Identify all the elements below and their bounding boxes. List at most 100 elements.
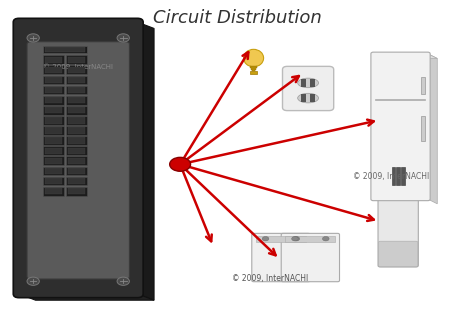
Bar xyxy=(420,116,425,141)
Bar xyxy=(68,97,85,103)
Bar xyxy=(43,136,64,145)
Bar xyxy=(66,167,87,175)
Bar xyxy=(43,65,64,74)
Bar xyxy=(66,55,87,64)
Bar xyxy=(43,116,64,125)
Bar xyxy=(285,236,335,241)
Bar xyxy=(43,46,87,53)
Ellipse shape xyxy=(298,93,319,103)
Bar xyxy=(250,71,257,74)
Bar xyxy=(68,188,85,194)
FancyBboxPatch shape xyxy=(378,241,418,267)
Bar xyxy=(310,79,316,87)
Bar xyxy=(66,86,87,94)
Bar xyxy=(310,94,316,102)
Ellipse shape xyxy=(244,49,264,67)
Bar xyxy=(45,188,62,194)
Circle shape xyxy=(293,236,300,241)
Bar xyxy=(392,167,395,185)
Bar xyxy=(66,136,87,145)
Bar xyxy=(43,187,64,196)
Circle shape xyxy=(170,157,191,171)
Bar xyxy=(252,69,255,71)
Bar xyxy=(396,167,400,185)
Bar xyxy=(45,158,62,164)
Bar xyxy=(66,76,87,84)
Bar xyxy=(68,137,85,144)
FancyBboxPatch shape xyxy=(283,66,334,111)
Bar xyxy=(66,106,87,115)
Bar xyxy=(45,127,62,134)
Bar xyxy=(301,94,306,102)
Bar xyxy=(401,167,405,185)
Bar xyxy=(68,158,85,164)
Bar xyxy=(68,178,85,184)
Bar xyxy=(66,126,87,135)
Bar xyxy=(68,87,85,93)
FancyBboxPatch shape xyxy=(13,18,143,298)
Text: © 2009, InterNACHI: © 2009, InterNACHI xyxy=(43,63,113,70)
Bar xyxy=(43,156,64,165)
Bar xyxy=(68,57,85,63)
Bar xyxy=(45,117,62,124)
Bar xyxy=(66,65,87,74)
Bar xyxy=(68,127,85,134)
FancyBboxPatch shape xyxy=(27,42,129,279)
Circle shape xyxy=(27,277,39,285)
Bar xyxy=(43,96,64,105)
Bar xyxy=(45,97,62,103)
Bar xyxy=(301,79,306,87)
FancyBboxPatch shape xyxy=(281,233,339,282)
Bar xyxy=(45,107,62,113)
Bar xyxy=(43,106,64,115)
Circle shape xyxy=(292,236,298,241)
Bar xyxy=(68,117,85,124)
Ellipse shape xyxy=(380,180,416,186)
Bar xyxy=(45,168,62,174)
Circle shape xyxy=(27,34,39,42)
FancyBboxPatch shape xyxy=(252,233,310,282)
Bar xyxy=(68,77,85,83)
Bar xyxy=(45,148,62,154)
Bar xyxy=(43,146,64,155)
Bar xyxy=(45,77,62,83)
Bar xyxy=(43,55,64,64)
Bar xyxy=(45,137,62,144)
FancyBboxPatch shape xyxy=(378,182,418,267)
Bar xyxy=(256,236,306,241)
Bar xyxy=(66,96,87,105)
Bar xyxy=(43,177,64,185)
FancyBboxPatch shape xyxy=(371,52,430,201)
Polygon shape xyxy=(19,294,154,300)
Bar xyxy=(68,107,85,113)
Bar xyxy=(43,86,64,94)
Circle shape xyxy=(117,277,129,285)
Text: © 2009, InterNACHI: © 2009, InterNACHI xyxy=(232,274,308,283)
Bar xyxy=(45,47,85,52)
Bar xyxy=(66,156,87,165)
Bar xyxy=(420,76,425,94)
Bar xyxy=(45,57,62,63)
Ellipse shape xyxy=(298,78,319,88)
Polygon shape xyxy=(137,22,154,300)
Circle shape xyxy=(322,236,329,241)
Bar xyxy=(66,116,87,125)
Bar xyxy=(45,67,62,73)
Text: © 2009, InterNACHI: © 2009, InterNACHI xyxy=(353,173,429,181)
Bar xyxy=(68,67,85,73)
Bar xyxy=(66,146,87,155)
Bar xyxy=(250,66,257,68)
Polygon shape xyxy=(428,54,437,204)
Circle shape xyxy=(262,236,269,241)
Bar xyxy=(43,76,64,84)
Bar xyxy=(68,168,85,174)
Bar xyxy=(45,178,62,184)
Bar xyxy=(68,148,85,154)
Text: Circuit Distribution: Circuit Distribution xyxy=(153,9,321,27)
Bar xyxy=(251,67,256,70)
Bar xyxy=(45,87,62,93)
Polygon shape xyxy=(373,54,437,58)
Bar xyxy=(43,167,64,175)
Circle shape xyxy=(117,34,129,42)
Bar xyxy=(43,126,64,135)
